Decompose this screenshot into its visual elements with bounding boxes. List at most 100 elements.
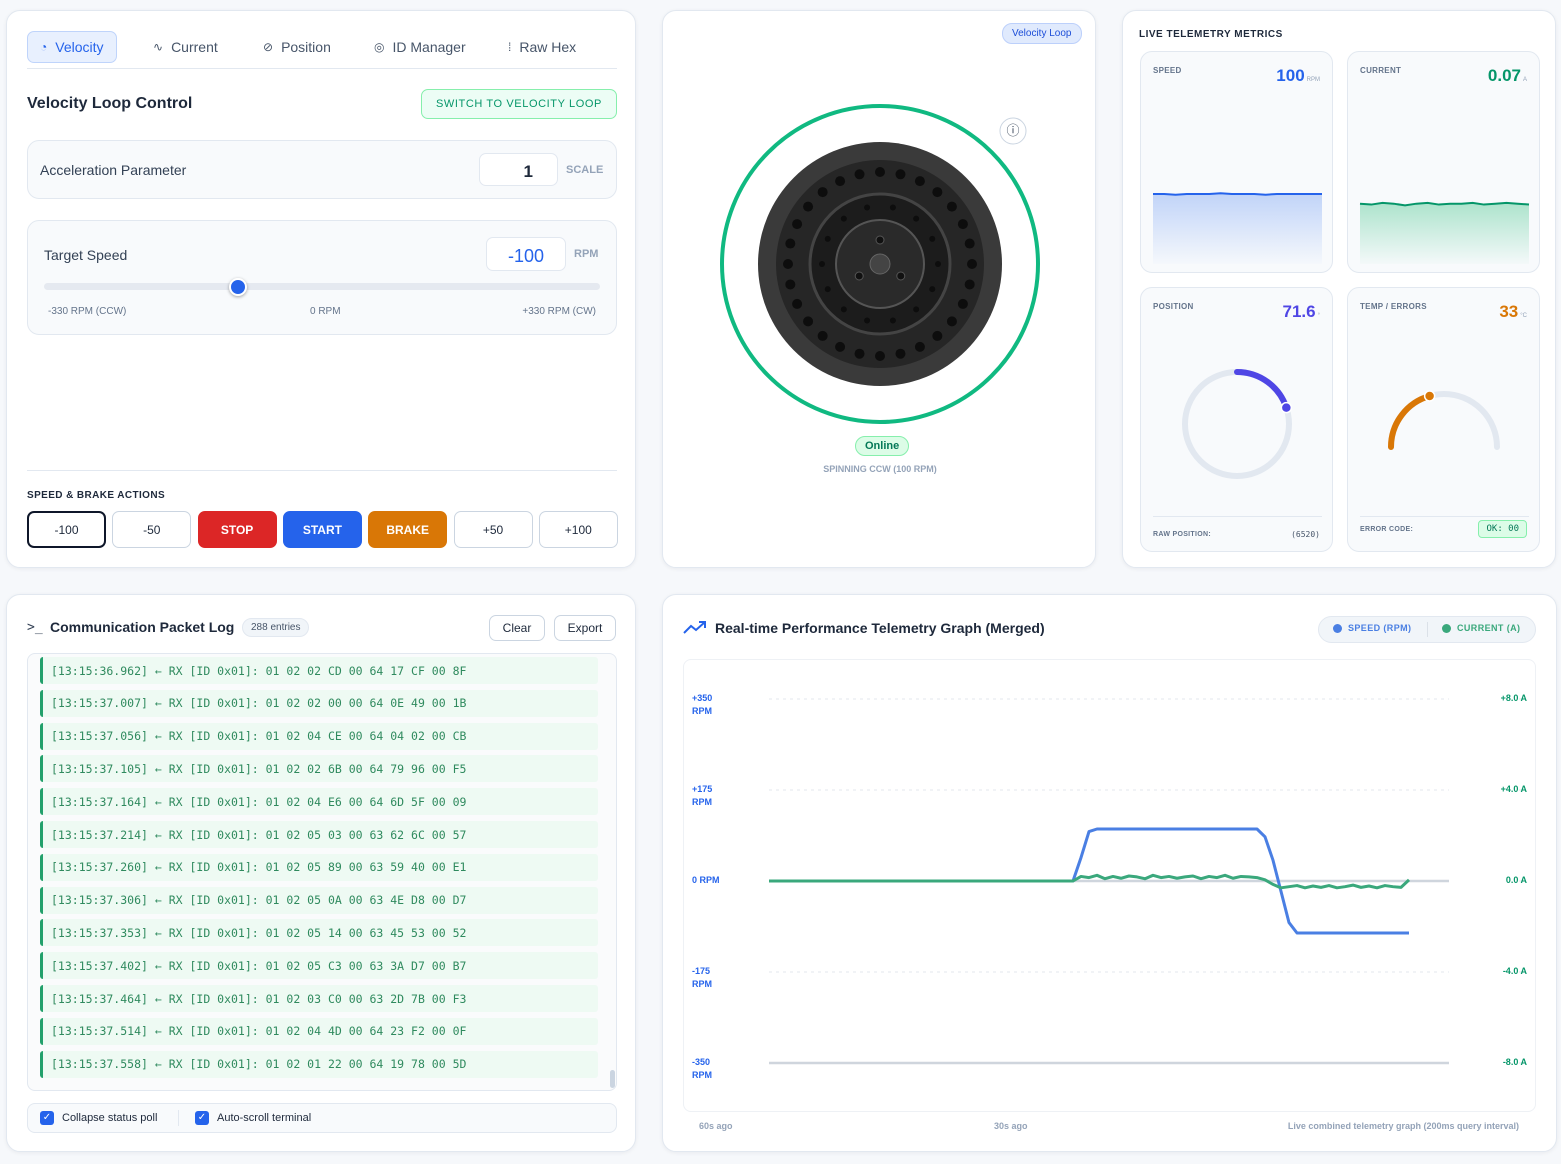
action-button[interactable]: +100 (538, 511, 618, 548)
gauge-arc (1234, 369, 1290, 411)
tab-label: Position (281, 39, 331, 55)
action-button[interactable]: BRAKE (368, 511, 448, 548)
position-unit: ° (1317, 313, 1320, 319)
raw-label: RAW POSITION: (1153, 531, 1211, 538)
tab-label: Velocity (55, 39, 104, 55)
wheel-hole (840, 215, 847, 222)
wheel-hole (803, 201, 814, 212)
legend-item[interactable]: SPEED (RPM) (1333, 623, 1411, 633)
wheel-hole (864, 317, 871, 324)
current-unit: A (1522, 77, 1527, 83)
trend-arrow (699, 621, 706, 628)
error-label: ERROR CODE: (1360, 526, 1414, 533)
y-tick-label: +175 RPM (692, 784, 713, 807)
metric-label: CURRENT (1360, 66, 1402, 75)
y-tick-label: -350 RPM (692, 1057, 712, 1080)
log-count: 288 entries (242, 618, 310, 637)
checkbox-label: Collapse status poll (62, 1112, 158, 1124)
clear-button[interactable]: Clear (489, 615, 545, 641)
checkbox[interactable]: ✓ (40, 1111, 54, 1125)
control-title: Velocity Loop Control (27, 95, 193, 112)
slider-min-label: -330 RPM (CCW) (48, 306, 127, 317)
log-title: Communication Packet Log (50, 619, 235, 635)
graph-panel: Real-time Performance Telemetry Graph (M… (662, 594, 1557, 1152)
wheel-hole (964, 279, 975, 290)
wheel-hole (889, 204, 896, 211)
speed-unit: RPM (1306, 77, 1320, 83)
checkbox-label: Auto-scroll terminal (217, 1112, 312, 1124)
wheel-hole (946, 316, 957, 327)
export-button[interactable]: Export (554, 615, 616, 641)
hub-bolt (854, 271, 864, 281)
wheel-hole (967, 259, 977, 269)
legend-item[interactable]: CURRENT (A) (1442, 623, 1520, 633)
wheel-hole (914, 176, 925, 187)
y-tick-label: 0 RPM (692, 875, 720, 885)
tab-label: Raw Hex (519, 39, 577, 55)
action-button[interactable]: START (282, 511, 362, 548)
wheel-hole (914, 341, 925, 352)
wheel-hole (835, 176, 846, 187)
metrics-title: LIVE TELEMETRY METRICS (1139, 29, 1283, 40)
slider-max-label: +330 RPM (CW) (522, 306, 596, 317)
action-button[interactable]: STOP (197, 511, 277, 548)
accel-label: Acceleration Parameter (40, 162, 187, 178)
accel-input[interactable]: 1 (479, 153, 558, 186)
tab[interactable]: ⊘ Position (251, 31, 343, 63)
wheel-hole (840, 306, 847, 313)
metrics-panel: LIVE TELEMETRY METRICS SPEED 100 RPM CURR… (1122, 10, 1556, 568)
gauge-track (1388, 391, 1500, 450)
metric-label: POSITION (1153, 302, 1194, 311)
gauge-dot (1280, 401, 1293, 414)
metric-value: 33 °C (1499, 302, 1527, 322)
tab-icon: ∿ (153, 40, 164, 54)
tab-icon: ◎ (374, 40, 385, 54)
log-options: ✓ Collapse status poll ✓ Auto-scroll ter… (27, 1103, 617, 1133)
wheel-hole (864, 204, 871, 211)
plot-area (683, 659, 1536, 1112)
action-button[interactable]: -50 (112, 511, 192, 548)
y-tick-label: -175 RPM (692, 966, 712, 989)
wheel-hole (785, 238, 796, 249)
action-button[interactable]: +50 (453, 511, 533, 548)
log-line: [13:15:37.306] ← RX [ID 0x01]: 01 02 05 … (40, 886, 598, 914)
wheel-hole (824, 286, 831, 293)
action-button[interactable]: -100 (27, 511, 106, 548)
log-line: [13:15:36.962] ← RX [ID 0x01]: 01 02 02 … (40, 657, 598, 684)
info-button[interactable] (999, 117, 1027, 145)
gauge-arc (1388, 392, 1433, 450)
terminal-icon: >_ (27, 620, 43, 635)
slider-track[interactable] (44, 283, 600, 290)
tab[interactable]: ⁞ Raw Hex (496, 31, 588, 63)
slider-knob[interactable] (228, 278, 247, 296)
switch-button[interactable]: SWITCH TO VELOCITY LOOP (421, 89, 617, 119)
legend-label: CURRENT (A) (1457, 623, 1521, 633)
current-card: CURRENT 0.07 A (1347, 51, 1540, 273)
checkbox[interactable]: ✓ (195, 1111, 209, 1125)
wheel-hole (792, 298, 803, 309)
wheel-hole (957, 298, 968, 309)
y-tick-label: +350 RPM (692, 693, 713, 716)
wheel-hole (889, 317, 896, 324)
graph-title: Real-time Performance Telemetry Graph (M… (715, 620, 1045, 636)
accel-card: Acceleration Parameter 1 SCALE (27, 140, 617, 199)
series-line (769, 873, 1411, 890)
wheel-hole (824, 235, 831, 242)
metric-label: SPEED (1153, 66, 1182, 75)
tab[interactable]: ◔ Velocity (27, 31, 117, 63)
sparkline-area (1360, 202, 1529, 264)
wheel-hole (854, 348, 865, 359)
tab[interactable]: ◎ ID Manager (362, 31, 478, 63)
wheel-hole (803, 316, 814, 327)
position-gauge (1182, 369, 1293, 479)
graph-footer: Live combined telemetry graph (200ms que… (1287, 1121, 1519, 1131)
tab[interactable]: ∿ Current (141, 31, 230, 63)
target-input[interactable]: -100 (486, 237, 566, 271)
wheel-hole (895, 169, 906, 180)
metric-value: 71.6 ° (1283, 302, 1321, 322)
status-badge: Online (855, 436, 910, 456)
temp-gauge (1388, 390, 1500, 450)
wheel-hole (835, 341, 846, 352)
info-icon: ⓘ (1006, 123, 1019, 138)
